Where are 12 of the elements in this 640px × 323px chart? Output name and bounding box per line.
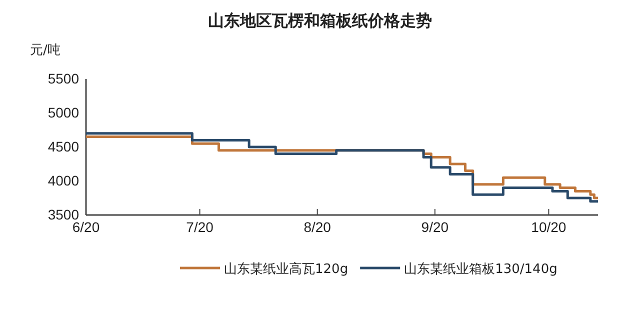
y-axis-title: 元/吨: [30, 43, 60, 58]
x-tick-label: 7/20: [186, 219, 214, 235]
x-tick-label: 10/20: [531, 219, 566, 235]
chart-title: 山东地区瓦楞和箱板纸价格走势: [208, 11, 432, 30]
y-tick-label: 4500: [48, 138, 80, 154]
x-tick-label: 9/20: [421, 219, 449, 235]
y-tick-label: 5500: [48, 70, 80, 86]
y-tick-label: 5000: [48, 104, 80, 120]
legend-label: 山东某纸业高瓦120g: [224, 261, 348, 277]
y-tick-label: 4000: [48, 172, 80, 188]
x-tick-label: 8/20: [304, 219, 332, 235]
legend-label: 山东某纸业箱板130/140g: [404, 262, 558, 277]
